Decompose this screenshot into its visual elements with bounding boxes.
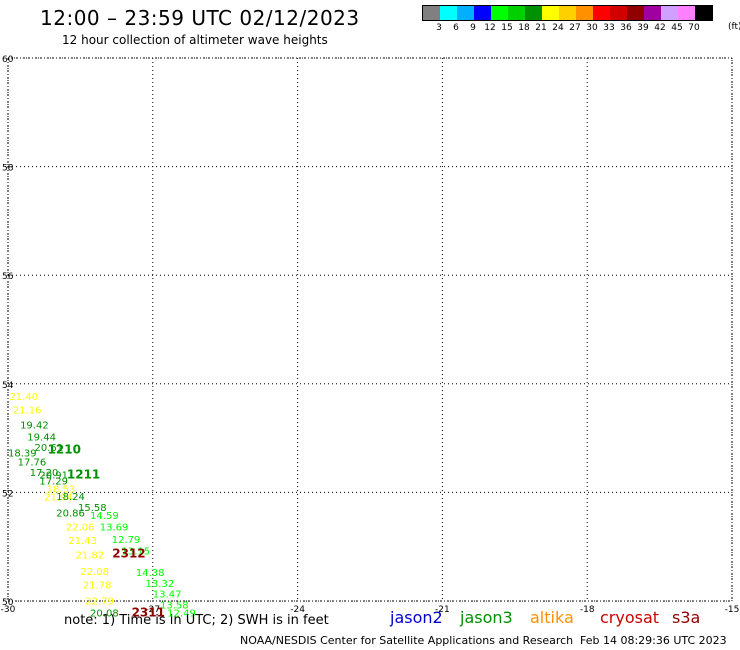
wave-height-obs: 17.76: [18, 457, 47, 468]
wave-height-obs: 17.29: [39, 476, 68, 487]
map-frame: [7, 57, 733, 602]
wave-height-obs: 18.39: [8, 449, 37, 460]
pass-time-label: 1211: [67, 467, 100, 481]
wave-height-obs: 13.32: [146, 579, 175, 590]
wave-height-obs: 21.40: [9, 392, 38, 403]
wave-height-obs: 14.59: [90, 511, 119, 522]
pass-time-label: 2311: [132, 606, 165, 620]
wave-height-obs: 18.53: [47, 484, 76, 495]
wave-height-obs: 22.79: [85, 596, 114, 607]
colorbar-swatch: [440, 6, 457, 20]
colorbar-swatch: [644, 6, 661, 20]
colorbar-label: 39: [637, 23, 649, 33]
satellite-label-altika: altika: [530, 608, 574, 627]
wave-height-obs: 13.58: [160, 601, 189, 612]
lon-tick-label: -27: [145, 605, 160, 615]
colorbar-swatch: [559, 6, 576, 20]
wave-height-obs: 15.58: [78, 503, 107, 514]
wave-height-obs: 21.94: [44, 493, 73, 504]
colorbar-swatch: [627, 6, 644, 20]
page-subtitle: 12 hour collection of altimeter wave hei…: [62, 33, 328, 47]
colorbar-label: 70: [688, 23, 700, 33]
colorbar-swatch: [525, 6, 542, 20]
wave-height-obs: 21.16: [13, 406, 42, 417]
colorbar-swatch: [457, 6, 474, 20]
colorbar-label: 24: [552, 23, 564, 33]
wave-height-obs: 13.15: [121, 546, 150, 557]
wave-height-obs: 20.91: [39, 470, 68, 481]
colorbar-swatch: [678, 6, 695, 20]
satellite-label-s3a: s3a: [672, 608, 701, 627]
satellite-label-jason3: jason3: [460, 608, 513, 627]
wave-height-obs: 22.06: [66, 522, 95, 533]
colorbar-swatch: [508, 6, 525, 20]
wave-height-obs: 20.61: [35, 443, 64, 454]
colorbar-swatch: [423, 6, 440, 20]
lon-tick-label: -21: [435, 605, 450, 615]
colorbar-swatch: [576, 6, 593, 20]
lat-tick-label: 50: [2, 598, 14, 608]
colorbar-label: 33: [603, 23, 615, 33]
colorbar-label: 3: [436, 23, 442, 33]
colorbar-label: 18: [518, 23, 530, 33]
colorbar-label: 21: [535, 23, 547, 33]
colorbar-label: 15: [501, 23, 513, 33]
lon-tick-label: -18: [580, 605, 595, 615]
wave-height-obs: 14.38: [136, 568, 165, 579]
colorbar-label: 45: [671, 23, 683, 33]
pass-time-label: 2312: [112, 547, 145, 561]
wave-height-obs: 19.42: [20, 420, 49, 431]
wave-height-obs: 13.69: [100, 522, 129, 533]
colorbar-swatch: [593, 6, 610, 20]
pass-time-label: 1210: [48, 442, 81, 456]
colorbar-unit: (ft): [728, 22, 740, 32]
wave-height-obs: 21.78: [83, 581, 112, 592]
colorbar-swatch: [542, 6, 559, 20]
colorbar-swatches: [422, 5, 713, 21]
colorbar-label: 27: [569, 23, 581, 33]
colorbar-label: 12: [484, 23, 496, 33]
colorbar-label: 6: [453, 23, 459, 33]
wave-height-obs: 19.44: [27, 432, 56, 443]
colorbar-label: 9: [470, 23, 476, 33]
wave-height-obs: 18.24: [56, 492, 85, 503]
colorbar-swatch: [661, 6, 678, 20]
wave-height-obs: 21.43: [68, 536, 97, 547]
colorbar-label: 42: [654, 23, 666, 33]
satellite-label-jason2: jason2: [390, 608, 443, 627]
wave-height-obs: 12.49: [167, 609, 196, 620]
timestamp: Feb 14 08:29:36 UTC 2023: [580, 634, 727, 647]
wave-height-obs: 21.82: [76, 551, 105, 562]
credit-text: NOAA/NESDIS Center for Satellite Applica…: [240, 634, 574, 647]
lon-tick-label: -24: [290, 605, 305, 615]
colorbar-swatch: [610, 6, 627, 20]
lat-tick-label: 56: [2, 272, 14, 282]
page-title: 12:00 – 23:59 UTC 02/12/2023: [40, 6, 360, 30]
wave-height-obs: 12.79: [112, 535, 141, 546]
lat-tick-label: 58: [2, 164, 14, 174]
wave-height-obs: 20.08: [90, 609, 119, 620]
wave-height-obs: 22.08: [80, 567, 109, 578]
footer-note: note: 1) Time is in UTC; 2) SWH is in fe…: [64, 613, 329, 628]
wave-height-obs: 17.20: [30, 468, 59, 479]
lon-tick-label: -30: [1, 605, 16, 615]
colorbar-swatch: [695, 6, 712, 20]
lat-tick-label: 54: [2, 381, 14, 391]
wave-height-obs: 13.47: [153, 590, 182, 601]
lat-tick-label: 52: [2, 489, 13, 499]
colorbar-labels: 3 6 9 12 15 18 21 24 27 30 33 36 39 42 45 70: [422, 23, 713, 35]
lon-tick-label: -15: [725, 605, 740, 615]
colorbar-swatch: [491, 6, 508, 20]
lat-tick-label: 60: [2, 55, 14, 65]
colorbar-swatch: [474, 6, 491, 20]
wave-height-obs: 20.86: [56, 508, 85, 519]
colorbar-label: 30: [586, 23, 598, 33]
colorbar-label: 36: [620, 23, 632, 33]
satellite-label-cryosat: cryosat: [600, 608, 660, 627]
